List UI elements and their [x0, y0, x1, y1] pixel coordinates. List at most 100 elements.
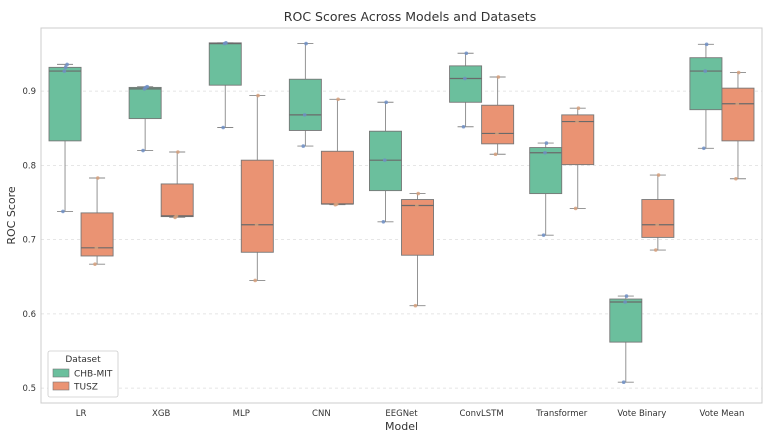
box-body — [449, 65, 483, 103]
x-tick-label: CNN — [312, 409, 331, 419]
box-group — [369, 100, 402, 224]
data-point — [736, 70, 741, 75]
box-body — [208, 42, 242, 86]
data-point — [621, 380, 626, 385]
data-point — [416, 191, 421, 196]
y-axis-label: ROC Score — [5, 186, 18, 245]
y-tick-label: 0.9 — [22, 87, 36, 97]
x-axis-label: Model — [385, 420, 418, 433]
box-group — [689, 42, 723, 151]
box-group — [721, 70, 755, 181]
data-point — [735, 101, 740, 106]
data-point — [95, 176, 100, 180]
data-point — [221, 125, 225, 130]
plot-frame — [40, 27, 763, 404]
box-body — [240, 159, 274, 253]
data-point — [381, 220, 386, 224]
data-point — [464, 51, 469, 56]
data-point — [62, 69, 67, 73]
box-body — [160, 183, 194, 218]
data-point — [575, 119, 579, 124]
data-point — [141, 148, 145, 153]
box-group — [240, 93, 274, 283]
data-point — [541, 233, 546, 237]
x-tick-label: Vote Mean — [700, 409, 745, 419]
data-point — [382, 158, 387, 162]
chart-title: ROC Scores Across Models and Datasets — [284, 9, 536, 24]
box-group — [48, 62, 82, 214]
data-point — [576, 106, 581, 110]
x-tick-label: ConvLSTM — [460, 409, 504, 419]
legend: Dataset CHB-MIT TUSZ — [47, 350, 119, 398]
box-group — [288, 41, 322, 148]
box-body — [609, 298, 643, 343]
data-point — [302, 113, 307, 117]
box-group — [641, 173, 675, 252]
x-tick-label: Transformer — [535, 409, 588, 419]
box-body — [641, 199, 675, 238]
box-group — [529, 141, 563, 237]
y-tick-label: 0.6 — [22, 310, 36, 320]
data-point — [495, 131, 499, 136]
legend-label: TUSZ — [73, 383, 98, 393]
data-point — [543, 150, 547, 155]
data-point — [704, 42, 709, 47]
box-body — [320, 150, 354, 205]
data-point — [63, 65, 68, 70]
box-group — [80, 176, 114, 266]
x-tick-label: Vote Binary — [617, 409, 666, 419]
data-point — [94, 246, 99, 250]
legend-title: Dataset — [65, 355, 101, 365]
data-point — [624, 294, 629, 298]
box-body — [481, 104, 515, 145]
box-group — [320, 97, 354, 207]
box-group — [561, 106, 595, 211]
x-tick-label: EEGNet — [385, 409, 418, 419]
box-group — [449, 51, 483, 129]
data-point — [65, 62, 69, 67]
box-body — [561, 114, 595, 166]
x-tick-label: MLP — [233, 409, 250, 419]
data-point — [461, 124, 466, 129]
data-point — [623, 300, 627, 304]
box-group — [609, 294, 643, 385]
data-point — [734, 176, 738, 181]
data-point — [656, 173, 661, 177]
box-group — [481, 75, 515, 157]
data-point — [93, 262, 97, 266]
data-point — [224, 41, 228, 45]
data-point — [573, 206, 578, 211]
box-body — [721, 87, 755, 142]
data-point — [336, 97, 340, 102]
data-point — [176, 150, 180, 154]
data-point — [703, 69, 708, 73]
data-point — [413, 303, 418, 308]
data-point — [145, 84, 150, 89]
data-point — [253, 278, 257, 283]
box-body — [288, 78, 322, 131]
box-body — [529, 147, 563, 195]
data-point — [463, 76, 467, 81]
data-point — [702, 146, 706, 151]
box-body — [80, 212, 114, 257]
data-point — [493, 152, 498, 157]
box-body — [401, 199, 434, 256]
box-body — [48, 66, 82, 142]
data-point — [544, 141, 549, 145]
y-tick-label: 0.8 — [22, 161, 36, 171]
legend-swatch — [52, 381, 70, 391]
y-axis-ticks: 0.5 0.6 0.7 0.8 0.9 — [22, 87, 36, 394]
box-group — [128, 84, 162, 153]
box-group — [160, 150, 194, 220]
x-tick-label: XGB — [152, 409, 170, 419]
box-group — [208, 41, 242, 130]
box-group — [401, 191, 434, 308]
data-point — [415, 203, 419, 208]
box-plots — [48, 41, 755, 385]
data-point — [655, 222, 659, 227]
x-tick-label: LR — [76, 409, 87, 419]
data-point — [653, 248, 658, 252]
data-point — [334, 202, 339, 206]
x-axis-ticks: LR XGB MLP CNN EEGNet ConvLSTM Transformer Vote… — [76, 409, 745, 419]
